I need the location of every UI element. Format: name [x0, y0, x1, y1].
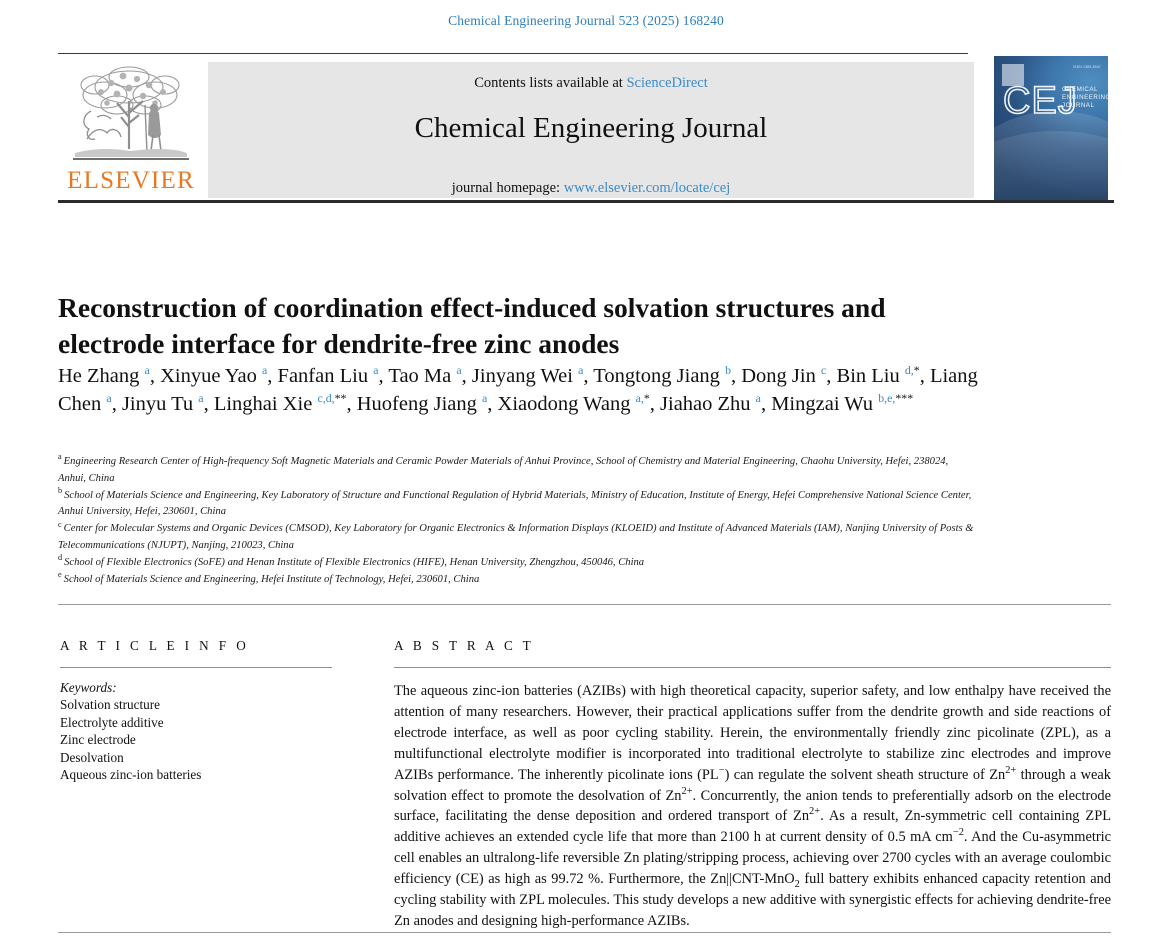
author-list: He Zhang a, Xinyue Yao a, Fanfan Liu a, … — [58, 363, 978, 415]
affiliation-marker: d — [58, 553, 63, 563]
journal-cover-thumbnail: ISSN 1385-8947 CEJ CHEMICAL ENGINEERING … — [994, 56, 1108, 201]
journal-homepage-line: journal homepage: www.elsevier.com/locat… — [208, 180, 974, 197]
elsevier-tree-icon — [73, 66, 189, 160]
article-info-column: A R T I C L E I N F O Keywords: Solvatio… — [60, 638, 350, 784]
abstract-heading: A B S T R A C T — [394, 638, 535, 653]
elsevier-wordmark: ELSEVIER — [67, 167, 195, 194]
abstract-rule — [394, 667, 1111, 668]
sciencedirect-link[interactable]: ScienceDirect — [626, 75, 708, 91]
cover-subtitle: CHEMICAL ENGINEERING JOURNAL — [1062, 86, 1108, 110]
journal-homepage-link[interactable]: www.elsevier.com/locate/cej — [563, 180, 731, 196]
page-title: Reconstruction of coordination effect-in… — [58, 292, 886, 360]
journal-masthead: ELSEVIER Contents lists available at Sci… — [58, 53, 1114, 203]
section-divider-top — [58, 604, 1111, 605]
affiliation-text: Center for Molecular Systems and Organic… — [58, 523, 974, 551]
list-item: Zinc electrode — [60, 732, 136, 748]
cover-subtitle-line-3: JOURNAL — [1062, 102, 1095, 109]
list-item: Electrolyte additive — [60, 714, 164, 730]
affiliation-marker: a — [58, 452, 62, 462]
affiliation-text: School of Materials Science and Engineer… — [58, 489, 972, 518]
affiliation-text: School of Materials Science and Engineer… — [63, 573, 480, 585]
cover-subtitle-line-1: CHEMICAL — [1062, 86, 1098, 93]
affiliation-list: a Engineering Research Center of High-fre… — [58, 452, 974, 589]
affiliation-marker: e — [58, 570, 62, 580]
cover-letters: CEJ — [1002, 80, 1078, 122]
article-info-rule — [60, 667, 332, 668]
abstract-column: A B S T R A C T The aqueous zinc-ion bat… — [394, 638, 1111, 932]
affiliation-item: a Engineering Research Center of High-fre… — [58, 452, 974, 488]
contents-available-line: Contents lists available at ScienceDirec… — [208, 75, 974, 92]
list-item: Aqueous zinc-ion batteries — [60, 767, 202, 783]
affiliation-item: e School of Materials Science and Enginee… — [58, 570, 974, 589]
affiliation-text: Engineering Research Center of High-freq… — [58, 456, 949, 484]
section-divider-bottom — [58, 932, 1111, 933]
list-item: Desolvation — [60, 749, 124, 765]
contents-prefix: Contents lists available at — [474, 75, 627, 91]
keywords-label: Keywords: — [60, 680, 117, 695]
affiliation-marker: c — [58, 519, 62, 529]
journal-banner: Contents lists available at ScienceDirec… — [208, 62, 974, 198]
cover-corner-text: ISSN 1385-8947 — [1073, 65, 1101, 69]
masthead-bottom-rule — [58, 200, 1114, 203]
keywords-list: Solvation structure Electrolyte additive… — [60, 696, 350, 784]
journal-title: Chemical Engineering Journal — [414, 112, 768, 144]
article-info-heading: A R T I C L E I N F O — [60, 638, 250, 653]
homepage-prefix: journal homepage: — [451, 180, 564, 196]
cover-swoosh-upper — [994, 111, 1108, 201]
affiliation-item: c Center for Molecular Systems and Organi… — [58, 519, 974, 555]
affiliation-text: School of Flexible Electronics (SoFE) an… — [64, 556, 645, 568]
elsevier-logo: ELSEVIER — [61, 61, 201, 199]
cover-swoosh-lower — [994, 131, 1108, 201]
cover-elsevier-mark-icon — [1002, 64, 1024, 86]
masthead-top-rule — [58, 53, 968, 54]
list-item: Solvation structure — [60, 697, 160, 712]
cover-subtitle-line-2: ENGINEERING — [1062, 94, 1108, 101]
running-head: Chemical Engineering Journal 523 (2025) … — [448, 13, 724, 28]
abstract-body: The aqueous zinc-ion batteries (AZIBs) w… — [394, 683, 1112, 929]
affiliation-item: d School of Flexible Electronics (SoFE) a… — [58, 553, 974, 572]
affiliation-marker: b — [58, 486, 63, 496]
affiliation-item: b School of Materials Science and Enginee… — [58, 486, 974, 522]
